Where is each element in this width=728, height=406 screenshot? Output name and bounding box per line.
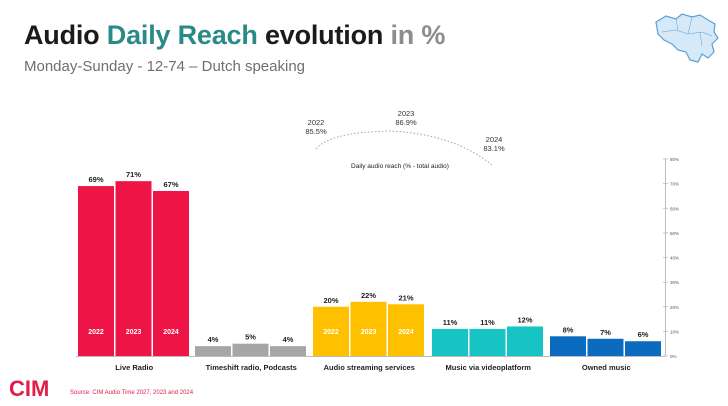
right-axis-tick-label: 30% [670,280,679,285]
right-axis-tick-label: 10% [670,329,679,334]
bar-1-2022 [195,346,231,356]
category-label: Timeshift radio, Podcasts [206,363,297,372]
value-label: 71% [126,170,141,179]
bars-layer [78,181,661,356]
source-note: Source: CIM Audio Time 2027, 2023 and 20… [70,390,194,396]
total-reach-year: 2023 [398,109,415,118]
total-reach-dotted-line [315,130,494,167]
bar-2-2024 [388,304,424,356]
bar-1-2023 [232,343,269,356]
value-label: 69% [88,175,103,184]
total-reach-value: 86.9% [395,118,417,127]
belgium-map-icon [655,13,719,63]
year-label: 2024 [398,329,414,336]
right-axis-tick-label: 0% [670,354,677,359]
value-label: 22% [361,291,376,300]
bar-3-2022 [432,328,468,356]
title-part-daily-reach: Daily Reach [106,20,258,50]
right-axis-tick-label: 20% [670,305,679,310]
total-reach-label: Daily audio reach (% - total audio) [351,163,449,170]
chart-title: Audio Daily Reach evolution in % [24,20,445,51]
value-label: 7% [600,328,611,337]
right-axis: 0% 10% 20% 30% 40% 50% 60% 70% 80% [76,157,679,359]
bar-4-2023 [587,338,624,356]
value-label: 4% [208,335,219,344]
value-label: 5% [245,333,256,342]
total-reach-year: 2024 [486,135,503,144]
right-axis-tick-label: 60% [670,206,679,211]
bar-3-2024 [507,326,543,356]
bar-2-2023 [350,301,387,356]
bar-1-2024 [270,346,306,356]
chart-subtitle: Monday-Sunday - 12-74 – Dutch speaking [24,58,306,75]
bar-0-2022 [78,186,114,356]
bar-3-2023 [469,328,506,356]
bar-0-2023 [115,181,152,356]
bar-4-2022 [550,336,586,356]
year-label: 2023 [126,329,142,336]
right-axis-tick-label: 40% [670,256,679,261]
year-label: 2022 [323,329,339,336]
total-reach-year: 2022 [308,118,325,127]
title-part-in-percent: in % [390,20,446,50]
value-label: 67% [163,180,178,189]
value-label: 11% [443,318,458,327]
cim-logo: CIM [9,376,48,401]
total-reach-value: 83.1% [483,144,505,153]
value-label: 12% [517,315,532,324]
value-label: 11% [480,318,495,327]
value-label: 8% [563,325,574,334]
right-axis-tick-label: 80% [670,157,679,162]
value-label: 4% [283,335,294,344]
year-label: 2024 [163,329,179,336]
bar-4-2024 [625,341,661,356]
title-part-evolution: evolution [257,20,391,50]
right-axis-tick-label: 50% [670,231,679,236]
title-part-audio: Audio [24,20,107,50]
category-label: Owned music [582,363,631,372]
year-label: 2023 [361,329,377,336]
bar-0-2024 [153,191,189,356]
value-label: 6% [638,330,649,339]
category-label: Live Radio [115,363,153,372]
bar-2-2022 [313,306,349,356]
value-label: 20% [323,296,338,305]
value-label: 21% [398,293,413,302]
total-reach-value: 85.5% [305,127,327,136]
labels-layer: 69% 2022 71% 2023 67% 2024 Live Radio 4% 5% 4% Tim… [88,170,649,372]
category-label: Audio streaming services [324,363,415,372]
year-label: 2022 [88,329,104,336]
right-axis-tick-label: 70% [670,182,679,187]
category-label: Music via videoplatform [446,363,532,372]
cim-logo-text: CIM [9,376,48,401]
